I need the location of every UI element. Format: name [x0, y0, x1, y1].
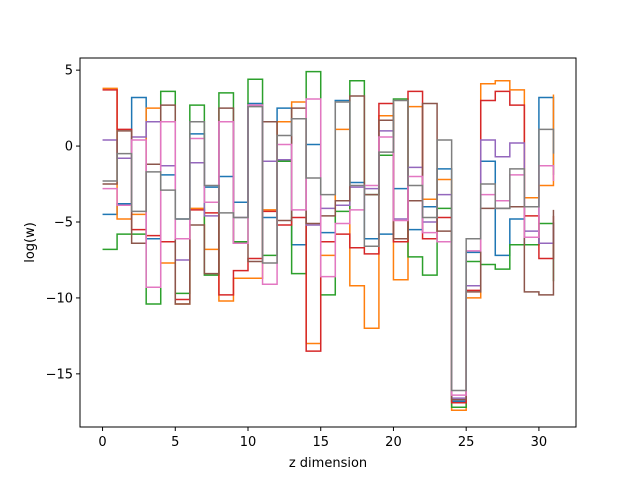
y-tick-label: 5	[65, 64, 73, 79]
x-tick-label: 10	[240, 435, 257, 450]
series-layer	[102, 70, 555, 412]
x-tick-label: 20	[385, 435, 402, 450]
x-axis-label: z dimension	[289, 456, 367, 471]
plot-frame	[79, 57, 577, 428]
y-tick-label: 0	[65, 140, 73, 155]
y-axis-label: log(w)	[23, 222, 38, 263]
y-axis: −15 −10 −5 0 5	[46, 64, 80, 382]
y-tick-label: −15	[46, 367, 73, 382]
series-line-6	[102, 95, 555, 401]
y-tick-label: −5	[54, 216, 73, 231]
x-tick-label: 5	[171, 435, 179, 450]
x-axis: 0 5 10 15 20 25 30	[98, 427, 547, 450]
x-tick-label: 30	[531, 435, 548, 450]
y-tick-label: −10	[46, 291, 73, 306]
x-tick-label: 25	[458, 435, 475, 450]
x-tick-label: 15	[312, 435, 329, 450]
series-line-8	[102, 99, 555, 392]
x-tick-label: 0	[98, 435, 106, 450]
